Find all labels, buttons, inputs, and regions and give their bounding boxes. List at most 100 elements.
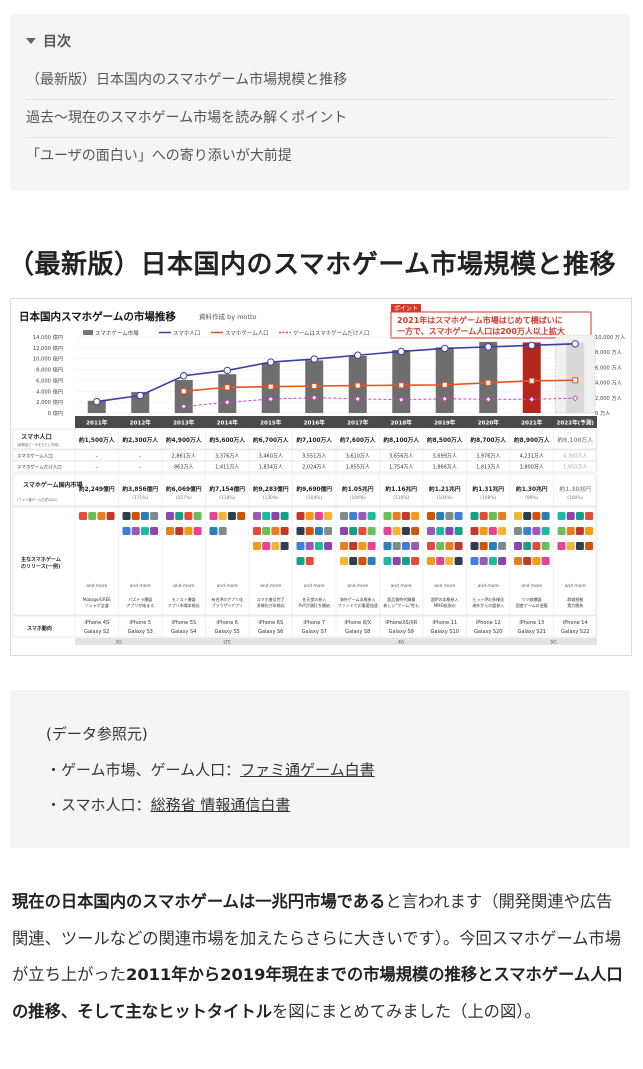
gamepop-value: –	[139, 454, 142, 460]
release-note-2: MMO拡張の	[434, 602, 456, 608]
onlypop-point	[528, 396, 535, 403]
body-text-1: と言われます（開発関連や広告関連、ツールなどの関連市場を加えたらさらに大きいです…	[12, 892, 622, 984]
pop-value: 約9,100万人	[557, 436, 593, 444]
toc-link-3[interactable]: 「ユーザの面白い」への寄り添いが大前提	[26, 148, 292, 164]
year-label: 2020年	[478, 419, 500, 427]
game-icon	[532, 557, 541, 565]
game-icon	[411, 512, 420, 520]
section-heading: （最新版）日本国内のスマホゲーム市場規模と推移	[8, 250, 616, 280]
onlypop-value: 863万人	[174, 465, 194, 471]
release-note-2: ファンドでの重要加速	[338, 602, 378, 608]
market-bar	[522, 342, 541, 413]
market-value: 約1.21兆円	[429, 485, 461, 493]
onlypop-point	[572, 395, 579, 402]
and-more-label: and more	[521, 583, 542, 589]
row-note-pop: (総務省データをもとに作成)	[17, 442, 59, 447]
row-label-devices: スマホ動向	[27, 625, 52, 632]
year-label: 2012年	[130, 419, 152, 427]
game-icon	[479, 557, 488, 565]
left-axis-tick: 6,000 億円	[36, 376, 63, 384]
game-icon	[296, 512, 305, 520]
onlypop-point	[485, 396, 492, 403]
market-value: 約6,069億円	[166, 485, 202, 493]
market-value: 約1.05兆円	[342, 485, 374, 493]
onlypop-value: –	[139, 465, 142, 471]
game-icon	[358, 527, 367, 535]
game-icon	[585, 527, 594, 535]
onlypop-point	[398, 396, 405, 403]
row-label-releases: 主なスマホゲーム	[21, 556, 61, 563]
game-icon	[88, 512, 97, 520]
galaxy-model: Galaxy S4	[171, 629, 196, 635]
point-badge: ポイント	[394, 305, 418, 313]
market-growth: (118%)	[219, 495, 235, 501]
year-label: 2015年	[260, 419, 282, 427]
game-icon	[585, 512, 594, 520]
gamepop-value: 3,610万人	[346, 454, 370, 460]
game-icon	[367, 527, 376, 535]
onlypop-point	[441, 395, 448, 402]
game-icon	[541, 557, 550, 565]
game-icon	[349, 512, 358, 520]
market-value: 約1.30兆円	[516, 485, 548, 493]
and-more-label: and more	[130, 583, 151, 589]
release-note-1: 超IPの本格参入	[431, 596, 459, 602]
iphone-model: iPhone 12	[476, 620, 501, 626]
iphone-model: iPhoneXS/XR	[385, 620, 418, 626]
year-label: 2022年(予測)	[557, 419, 595, 427]
iphone-model: iPhone 14	[563, 620, 588, 626]
market-bar	[479, 341, 498, 413]
market-growth: (130%)	[263, 495, 279, 501]
market-bar	[392, 350, 411, 413]
source-line-2: ・スマホ人口：総務省 情報通信白書	[46, 794, 290, 815]
and-more-label: and more	[347, 583, 368, 589]
series-line-2	[183, 379, 576, 393]
pop-point	[528, 341, 536, 350]
pop-value: 約7,100万人	[296, 436, 332, 444]
game-icon	[358, 512, 367, 520]
game-icon	[314, 542, 323, 550]
game-icon	[488, 527, 497, 535]
row-devices	[12, 615, 597, 638]
legend-onlypop: ゲームはスマホゲームだけ人口	[293, 329, 370, 337]
game-icon	[436, 557, 445, 565]
gamepop-value: 4,231万人	[520, 454, 544, 460]
game-icon	[392, 527, 401, 535]
game-icon	[383, 557, 392, 565]
right-axis-tick: 4,000 万人	[595, 380, 622, 387]
pop-value: 約5,600万人	[209, 436, 245, 444]
galaxy-model: Galaxy S10	[431, 629, 459, 635]
network-label: 4G	[398, 640, 405, 646]
release-note-1: 海外ゲーム本格参入	[340, 596, 376, 602]
pop-value: 約8,100万人	[383, 436, 419, 444]
table-of-contents: 目次 （最新版）日本国内のスマホゲーム市場規模と推移 過去〜現在のスマホゲーム市…	[10, 14, 630, 191]
series-line-1	[96, 343, 576, 403]
market-growth: (104%)	[306, 495, 322, 501]
toc-link-1[interactable]: （最新版）日本国内のスマホゲーム市場規模と推移	[26, 62, 614, 100]
toc-toggle[interactable]: 目次	[26, 31, 71, 51]
iphone-model: iPhone 4S	[84, 620, 109, 626]
pop-value: 約8,900万人	[514, 436, 550, 444]
game-icon	[140, 512, 149, 520]
game-icon	[383, 527, 392, 535]
legend-pop: スマホ人口	[173, 330, 200, 337]
iphone-model: iPhone 8/X	[344, 620, 371, 626]
soumu-link[interactable]: 総務省 情報通信白書	[150, 796, 291, 814]
left-axis-tick: 14,000 億円	[33, 333, 63, 341]
legend-swatch-market	[83, 330, 93, 335]
game-icon	[488, 557, 497, 565]
toc-link-2[interactable]: 過去〜現在のスマホゲーム市場を読み解くポイント	[26, 100, 614, 138]
pop-value: 約8,500万人	[427, 436, 463, 444]
year-label: 2018年	[391, 419, 413, 427]
game-icon	[532, 527, 541, 535]
game-icon	[411, 557, 420, 565]
game-icon	[253, 512, 261, 520]
release-note-2: アプリ市場本格化	[168, 602, 200, 608]
famitsu-link[interactable]: ファミ通ゲーム白書	[240, 761, 375, 779]
right-axis-tick: 8,000 万人	[595, 349, 622, 356]
game-icon	[367, 557, 376, 565]
galaxy-model: Galaxy S3	[128, 629, 153, 635]
game-icon	[427, 512, 435, 520]
gamepop-point	[267, 383, 274, 390]
release-note-2: ブラウザ→アプリ	[212, 602, 243, 608]
